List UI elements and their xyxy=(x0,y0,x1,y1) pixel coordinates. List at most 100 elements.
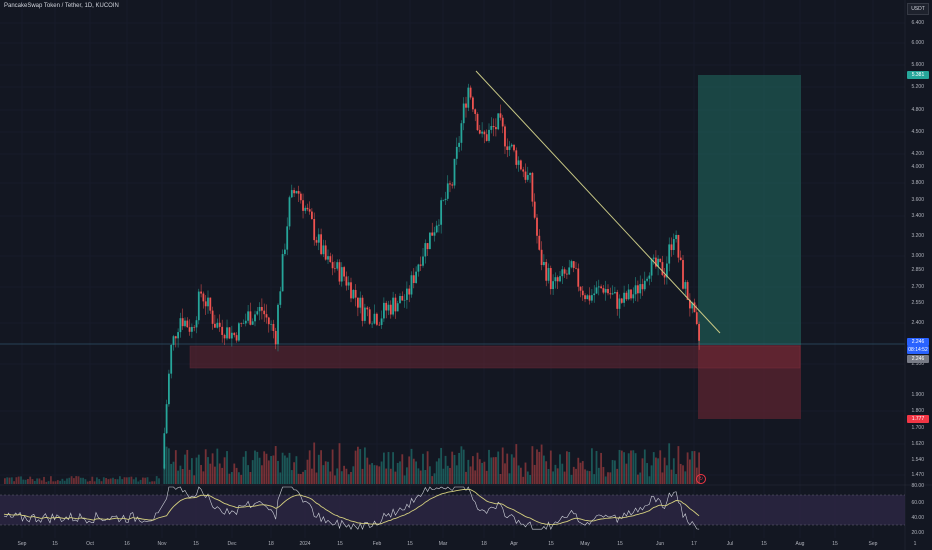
volume-bar xyxy=(406,467,408,484)
volume-bar xyxy=(304,470,307,484)
countdown-tag: 08:14:52 xyxy=(907,346,929,354)
volume-bar xyxy=(263,451,266,484)
candle-body xyxy=(460,123,463,143)
volume-bar xyxy=(394,471,397,484)
candle-body xyxy=(614,292,616,294)
candle-body xyxy=(424,243,427,257)
volume-bar xyxy=(33,480,36,484)
currency-badge[interactable]: USDT xyxy=(907,3,929,15)
take-profit-zone[interactable] xyxy=(698,75,801,345)
volume-bar xyxy=(689,459,691,484)
volume-bar xyxy=(254,450,256,484)
volume-bar xyxy=(24,479,27,484)
time-tick: Jun xyxy=(655,541,665,547)
volume-bar xyxy=(637,474,639,484)
candle-body xyxy=(304,207,307,211)
price-tick: 2.100 xyxy=(911,361,924,367)
volume-bar xyxy=(295,456,298,484)
price-tick: 1.540 xyxy=(911,457,924,463)
volume-bar xyxy=(288,452,291,484)
time-tick: 17 xyxy=(691,541,697,547)
candle-body xyxy=(267,317,270,325)
candle-body xyxy=(670,244,673,251)
volume-bar xyxy=(105,478,107,484)
volume-bar xyxy=(343,465,345,484)
candle-body xyxy=(249,311,252,325)
volume-bar xyxy=(216,448,219,484)
candle-body xyxy=(223,334,226,339)
time-tick: Sep xyxy=(868,541,878,547)
candle-body xyxy=(677,234,680,258)
volume-bar xyxy=(504,463,506,484)
volume-bar xyxy=(595,450,598,484)
volume-bar xyxy=(478,459,481,484)
volume-bar xyxy=(209,463,212,484)
candle-body xyxy=(368,309,371,324)
candle-body xyxy=(545,261,548,281)
candle-body xyxy=(410,275,413,295)
candle-body xyxy=(501,117,504,127)
support-zone[interactable] xyxy=(189,345,801,369)
volume-bar xyxy=(554,464,557,484)
candle-body xyxy=(366,307,369,310)
cycle-icon[interactable]: ↻ xyxy=(696,474,706,484)
candle-body xyxy=(627,289,630,300)
volume-bar xyxy=(403,475,406,484)
candle-body xyxy=(230,332,233,339)
time-tick: Aug xyxy=(795,541,805,547)
candle-body xyxy=(306,207,309,210)
volume-bar xyxy=(376,465,378,484)
volume-bar xyxy=(68,477,71,484)
candle-body xyxy=(383,302,385,319)
candle-body xyxy=(682,260,684,289)
candle-body xyxy=(181,318,184,327)
candle-body xyxy=(385,302,388,311)
volume-bar xyxy=(524,462,527,484)
volume-bar xyxy=(73,478,75,484)
volume-bar xyxy=(545,461,548,484)
candle-body xyxy=(172,336,175,345)
candle-body xyxy=(426,243,429,250)
volume-bar xyxy=(684,471,687,484)
candle-body xyxy=(675,234,677,240)
candle-body xyxy=(406,288,408,300)
volume-bar xyxy=(481,462,483,484)
volume-bar xyxy=(648,476,651,484)
volume-bar xyxy=(387,452,390,484)
volume-bar xyxy=(139,479,142,484)
volume-bar xyxy=(566,451,568,484)
candle-body xyxy=(297,191,300,194)
stop-loss-zone[interactable] xyxy=(698,345,801,419)
volume-bar xyxy=(43,476,45,484)
candle-body xyxy=(524,171,527,180)
trendline[interactable] xyxy=(475,70,721,334)
candle-body xyxy=(672,239,675,251)
price-tick: 5.200 xyxy=(911,84,924,90)
candle-body xyxy=(668,244,671,264)
candle-body xyxy=(691,302,694,309)
candle-body xyxy=(431,232,434,236)
price-tick: 4.800 xyxy=(911,107,924,113)
candle-body xyxy=(221,326,224,335)
volume-bar xyxy=(91,476,94,484)
candle-body xyxy=(648,275,651,279)
volume-bar xyxy=(27,478,29,484)
candle-body xyxy=(467,87,470,108)
volume-bar xyxy=(102,477,105,484)
volume-bar xyxy=(415,461,417,484)
volume-bar xyxy=(396,462,399,484)
price-tick: 4.200 xyxy=(911,151,924,157)
volume-bar xyxy=(350,471,352,484)
volume-bar xyxy=(581,461,584,484)
volume-bar xyxy=(672,458,675,484)
volume-bar xyxy=(661,472,664,484)
volume-bar xyxy=(552,471,554,484)
candle-body xyxy=(536,217,538,236)
price-tick: 3.600 xyxy=(911,197,924,203)
volume-bar xyxy=(495,457,497,484)
volume-bar xyxy=(383,452,385,484)
volume-bar xyxy=(646,463,648,484)
candle-body xyxy=(508,146,511,150)
